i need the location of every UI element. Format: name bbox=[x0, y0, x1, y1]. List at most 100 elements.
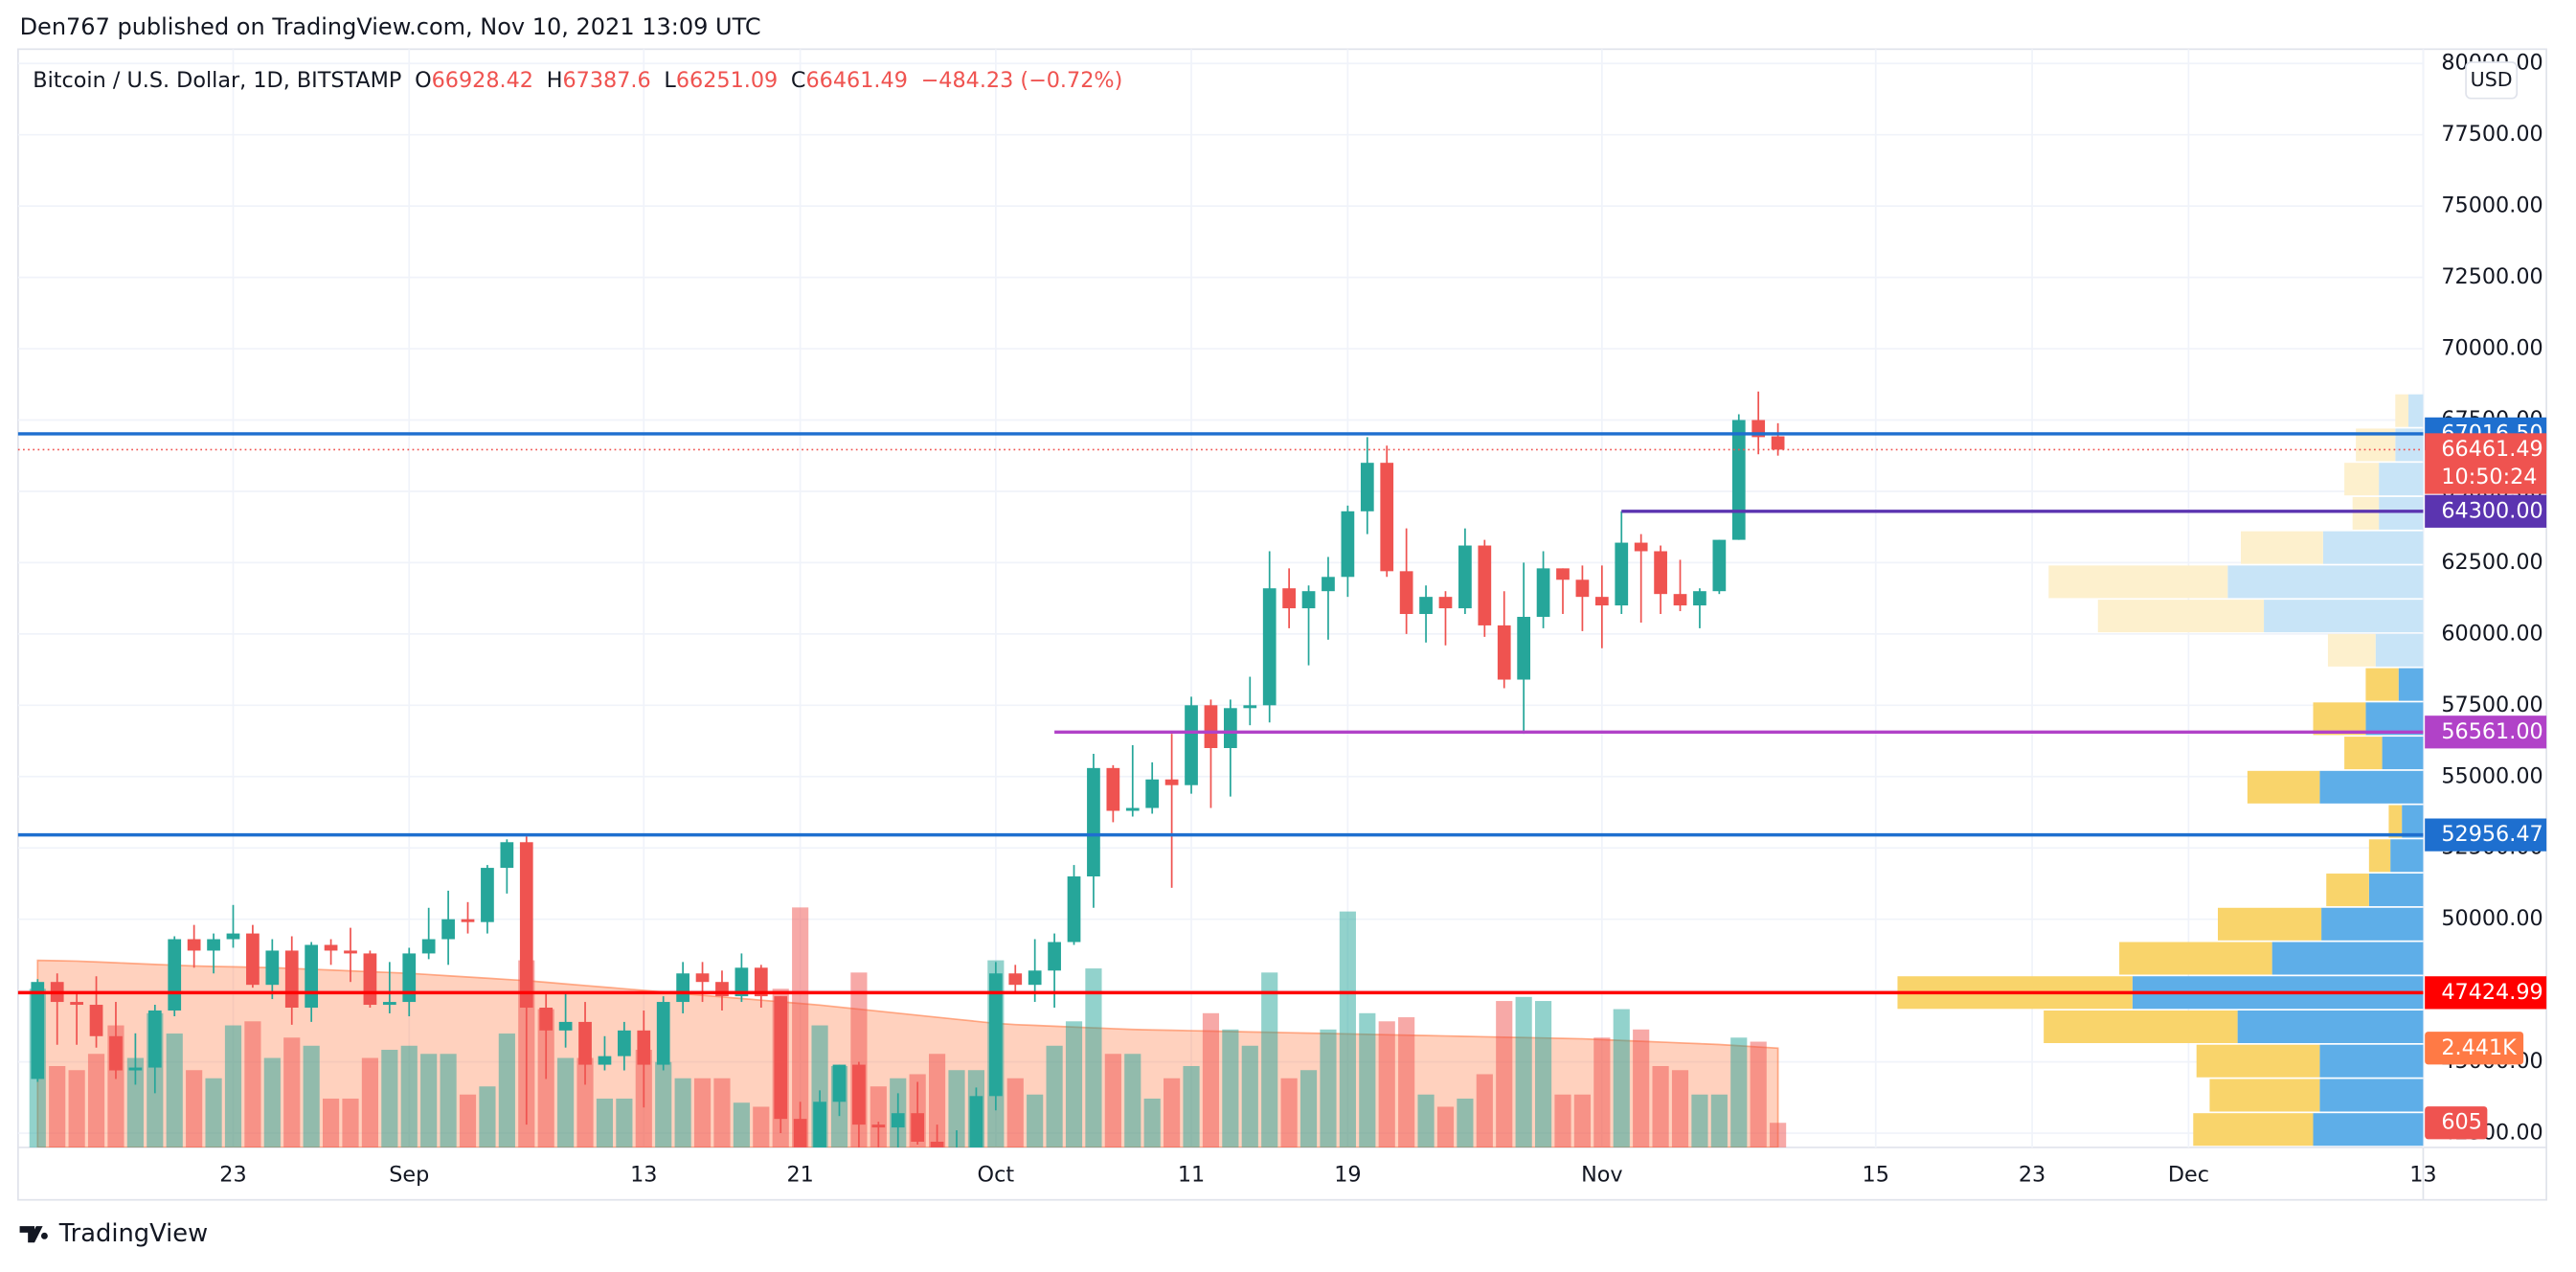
logo-icon bbox=[19, 1226, 48, 1243]
profile-up bbox=[2398, 668, 2424, 701]
candle-body bbox=[1262, 588, 1277, 706]
volume-bar bbox=[87, 1054, 105, 1147]
candle-body bbox=[1106, 767, 1120, 811]
volume-label: 605 bbox=[2441, 1110, 2482, 1135]
candle-body bbox=[128, 1067, 143, 1071]
volume-bar bbox=[596, 1098, 614, 1147]
profile-down bbox=[2388, 805, 2403, 838]
volume-bar bbox=[1730, 1037, 1748, 1147]
x-tick-label: Sep bbox=[389, 1163, 429, 1188]
candle-body bbox=[168, 939, 182, 1011]
plot bbox=[29, 391, 2424, 1176]
profile-down bbox=[2097, 600, 2265, 633]
volume-bar bbox=[1593, 1037, 1611, 1147]
profile-down bbox=[2344, 737, 2383, 770]
candle-body bbox=[421, 939, 436, 954]
volume-bar bbox=[655, 1061, 672, 1147]
candle-body bbox=[1164, 779, 1179, 785]
y-tick-label: 75000.00 bbox=[2441, 193, 2542, 218]
candle-body bbox=[1693, 591, 1706, 606]
volume-bar bbox=[68, 1070, 85, 1147]
currency: USD bbox=[2471, 68, 2513, 91]
candle-body bbox=[656, 1002, 670, 1065]
volume-bar bbox=[1006, 1078, 1024, 1147]
profile-down bbox=[2241, 531, 2323, 564]
volume-bar bbox=[1359, 1012, 1376, 1147]
volume-bar bbox=[753, 1106, 770, 1147]
volume-bar bbox=[1535, 1001, 1552, 1147]
volume-bar bbox=[870, 1086, 887, 1147]
volume-bar bbox=[166, 1034, 183, 1147]
candle-body bbox=[461, 919, 475, 922]
profile-down bbox=[2048, 565, 2228, 599]
candle-body bbox=[500, 842, 514, 869]
candle-body bbox=[284, 950, 299, 1009]
profile-down bbox=[2368, 839, 2391, 873]
candle-body bbox=[852, 1064, 866, 1125]
volume-bar bbox=[1164, 1078, 1181, 1147]
profile-up bbox=[2368, 874, 2424, 907]
x-tick-label: 11 bbox=[1178, 1163, 1205, 1188]
candle-body bbox=[950, 1162, 963, 1176]
candle-body bbox=[481, 868, 494, 922]
x-tick-label: Oct bbox=[978, 1163, 1015, 1188]
volume-bar bbox=[186, 1070, 203, 1147]
volume-bar bbox=[674, 1078, 691, 1147]
volume-bar bbox=[1573, 1094, 1591, 1147]
volume-label-box bbox=[2425, 1106, 2488, 1140]
volume-bar bbox=[1065, 1021, 1083, 1147]
volume-bar bbox=[1339, 911, 1356, 1147]
volume-ma-label-box bbox=[2425, 1032, 2524, 1065]
legend-key: C bbox=[791, 67, 806, 92]
volume-bar bbox=[303, 1045, 320, 1147]
volume-bar bbox=[263, 1057, 281, 1147]
x-tick-label: Nov bbox=[1581, 1163, 1623, 1188]
level-label-box bbox=[2425, 716, 2547, 749]
level-label: 47424.99 bbox=[2441, 980, 2542, 1005]
candle-body bbox=[207, 939, 220, 951]
profile-down bbox=[2352, 496, 2380, 530]
profile-up bbox=[2319, 770, 2424, 804]
candle-body bbox=[1575, 579, 1590, 598]
chart-frame bbox=[17, 48, 2547, 1201]
profile-down bbox=[2196, 1044, 2320, 1078]
candle-body bbox=[187, 939, 201, 951]
level-label: 56561.00 bbox=[2441, 719, 2542, 744]
candle-body bbox=[1731, 420, 1746, 540]
candle-body bbox=[147, 1010, 162, 1068]
volume-bar bbox=[713, 1078, 731, 1147]
legend-key: L bbox=[664, 67, 676, 92]
profile-down bbox=[2247, 770, 2320, 804]
x-tick-label: 13 bbox=[2409, 1163, 2436, 1188]
profile-up bbox=[2382, 737, 2424, 770]
candle-body bbox=[578, 1021, 592, 1065]
profile-up bbox=[2264, 600, 2424, 633]
profile-down bbox=[2044, 1010, 2238, 1044]
candle-body bbox=[31, 982, 45, 1079]
candle-body bbox=[695, 973, 710, 983]
volume-bar bbox=[205, 1078, 222, 1147]
volume-bar bbox=[1027, 1094, 1044, 1147]
volume-bar bbox=[49, 1066, 66, 1147]
candle-body bbox=[1282, 588, 1296, 609]
volume-bar bbox=[1046, 1045, 1063, 1147]
volume-bar bbox=[224, 1025, 242, 1147]
y-tick-label: 57500.00 bbox=[2441, 693, 2542, 717]
candle-body bbox=[1497, 625, 1511, 680]
candle-body bbox=[598, 1056, 612, 1065]
candle-body bbox=[1556, 568, 1570, 580]
level-label: 52956.47 bbox=[2441, 822, 2542, 847]
volume-bar bbox=[1691, 1094, 1708, 1147]
volume-bar bbox=[498, 1034, 515, 1147]
candle-body bbox=[1322, 577, 1335, 592]
volume-bar bbox=[1652, 1066, 1669, 1147]
profile-up bbox=[2408, 394, 2424, 427]
candle-body bbox=[265, 950, 280, 986]
volume-bar bbox=[459, 1094, 477, 1147]
y-tick-label: 55000.00 bbox=[2441, 763, 2542, 788]
candle-body bbox=[1594, 597, 1609, 606]
candle-body bbox=[637, 1030, 651, 1065]
candle-body bbox=[1536, 568, 1550, 617]
legend-change: −484.23 (−0.72%) bbox=[921, 67, 1123, 92]
legend-key: O bbox=[415, 67, 432, 92]
